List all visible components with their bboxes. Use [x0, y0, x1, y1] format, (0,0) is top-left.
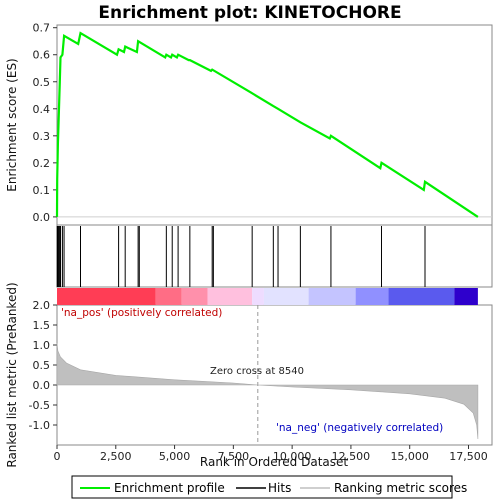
es-panel: 0.0 0.1 0.2 0.3 0.4 0.5 0.6 0.7	[33, 22, 492, 224]
ranked-y-axis-label: Ranked list metric (PreRanked)	[5, 282, 19, 467]
es-y-tick-label: 0.7	[33, 22, 51, 35]
zero-cross-label: Zero cross at 8540	[210, 366, 304, 377]
ranked-y-tick-label: 0.0	[33, 379, 51, 392]
ranked-y-tick-label: 1.0	[33, 339, 51, 352]
chart-title: Enrichment plot: KINETOCHORE	[98, 3, 401, 23]
color-bar-segment	[308, 288, 356, 305]
color-bar-segment	[263, 288, 309, 305]
x-axis-label: Rank in Ordered Dataset	[200, 455, 348, 469]
ranking-metric-area	[56, 342, 479, 440]
x-axis: 0 2,500 5,000 7,500 10,000 12,500 15,000 17,500	[54, 445, 488, 463]
color-bar-segment	[454, 288, 478, 305]
ranked-y-tick-label: -1.0	[29, 419, 50, 432]
es-y-axis-label: Enrichment score (ES)	[5, 58, 19, 191]
legend-label-ranking: Ranking metric scores	[334, 481, 467, 495]
x-tick-label: 10,000	[273, 450, 312, 463]
x-tick-label: 5,000	[159, 450, 191, 463]
color-bar-segment	[355, 288, 389, 305]
ranked-y-tick-label: 0.5	[33, 359, 51, 372]
positive-correlation-label: 'na_pos' (positively correlated)	[61, 307, 222, 319]
color-bar-segment	[207, 288, 253, 305]
color-bar-segment	[155, 288, 182, 305]
es-y-tick-label: 0.5	[33, 76, 51, 89]
enrichment-profile-line	[55, 31, 479, 218]
es-y-tick-label: 0.1	[33, 184, 51, 197]
x-tick-label: 7,500	[218, 450, 250, 463]
es-y-tick-label: 0.3	[33, 130, 51, 143]
color-bar-segment	[181, 288, 208, 305]
hits-panel	[56, 226, 426, 287]
legend-label-hits: Hits	[268, 481, 291, 495]
ranked-y-tick-label: 2.0	[33, 299, 51, 312]
x-tick-label: 0	[54, 450, 61, 463]
es-y-tick-label: 0.2	[33, 157, 51, 170]
ranked-y-tick-label: -0.5	[29, 399, 50, 412]
es-y-tick-label: 0.6	[33, 49, 51, 62]
color-bar-segment	[252, 288, 264, 305]
x-tick-label: 12,500	[332, 450, 371, 463]
legend-label-enrichment: Enrichment profile	[114, 481, 225, 495]
ranked-y-tick-label: 1.5	[33, 319, 51, 332]
legend-box	[71, 475, 453, 499]
es-panel-frame	[56, 24, 493, 226]
ranked-panel: -1.0 -0.5 0.0 0.5 1.0 1.5 2.0	[29, 299, 479, 445]
es-y-tick-label: 0.4	[33, 103, 51, 116]
x-tick-label: 17,500	[449, 450, 488, 463]
negative-correlation-label: 'na_neg' (negatively correlated)	[276, 422, 443, 434]
color-bar	[57, 288, 478, 305]
x-tick-label: 2,500	[100, 450, 132, 463]
color-bar-segment	[57, 288, 156, 305]
es-y-tick-label: 0.0	[33, 211, 51, 224]
x-tick-label: 15,000	[390, 450, 429, 463]
hits-panel-frame	[56, 224, 493, 288]
color-bar-segment	[388, 288, 455, 305]
